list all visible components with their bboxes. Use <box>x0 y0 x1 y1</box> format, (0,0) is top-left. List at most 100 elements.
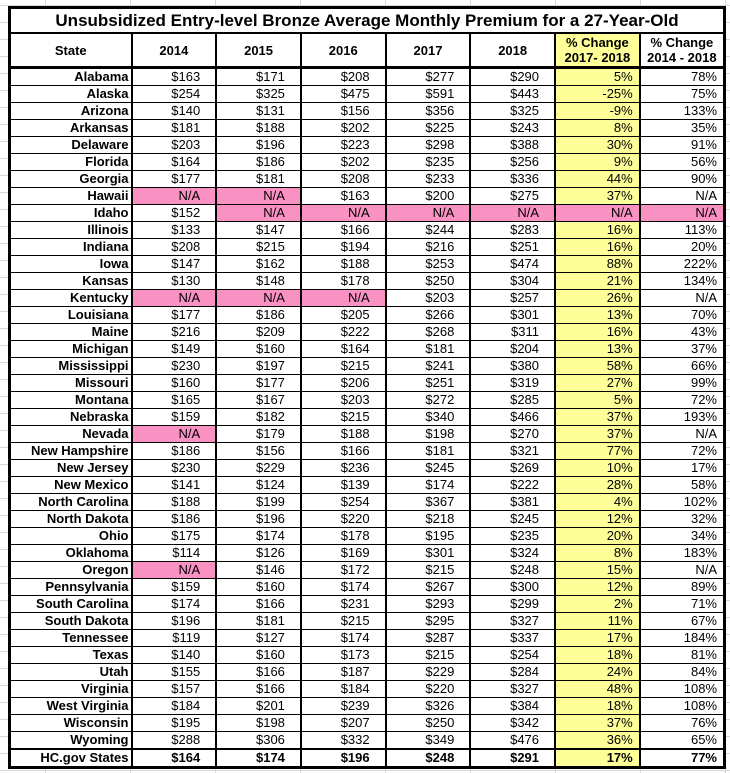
row-alabama: Alabama $163 $171 $208 $277 $290 5% 78% <box>8 67 726 86</box>
y2015-cell: $196 <box>215 510 302 528</box>
y2016-cell: $222 <box>299 323 387 341</box>
chg-2017-2018-cell: 12% <box>554 510 641 528</box>
y2017-cell: $200 <box>384 187 472 205</box>
y2018-cell: $304 <box>469 272 557 290</box>
chg-2014-2018-cell: 70% <box>638 306 726 324</box>
y2018-cell: $270 <box>469 425 557 443</box>
y2018-cell: $285 <box>469 391 557 409</box>
row-wisconsin: Wisconsin $195 $198 $207 $250 $342 37% 76% <box>8 714 726 732</box>
row-north-carolina: North Carolina $188 $199 $254 $367 $381 4% 102% <box>8 493 726 511</box>
y2016-cell: $178 <box>299 527 387 545</box>
y2016-cell: N/A <box>299 204 387 222</box>
y2017-cell: $218 <box>384 510 472 528</box>
state-cell: Texas <box>8 646 133 664</box>
row-kentucky: Kentucky N/A N/A N/A $203 $257 26% N/A <box>8 289 726 307</box>
row-new-hampshire: New Hampshire $186 $156 $166 $181 $321 77% 72% <box>8 442 726 460</box>
y2017-cell: $298 <box>384 136 472 154</box>
state-cell: Oklahoma <box>8 544 133 562</box>
chg-2014-2018-cell: 66% <box>638 357 726 375</box>
y2016-cell: $178 <box>299 272 387 290</box>
y2016-cell: $188 <box>299 425 387 443</box>
y2018-cell: $243 <box>469 119 557 137</box>
chg-2014-2018-cell: 34% <box>638 527 726 545</box>
chg-2017-2018-cell: 9% <box>554 153 641 171</box>
state-cell: Arizona <box>8 102 133 120</box>
y2016-cell: $203 <box>299 391 387 409</box>
state-cell: North Carolina <box>8 493 133 511</box>
y2015-cell: $179 <box>215 425 302 443</box>
chg-2014-2018-cell: 184% <box>638 629 726 647</box>
y2016-cell: $187 <box>299 663 387 681</box>
chg-2017-2018-cell: 5% <box>554 391 641 409</box>
col-header-y2014: 2014 <box>130 32 218 69</box>
y2018-cell: $300 <box>469 578 557 596</box>
y2018-cell: $327 <box>469 612 557 630</box>
y2017-cell: $248 <box>384 748 472 768</box>
state-cell: New Hampshire <box>8 442 133 460</box>
y2015-cell: $181 <box>215 612 302 630</box>
row-virginia: Virginia $157 $166 $184 $220 $327 48% 108% <box>8 680 726 698</box>
chg-2017-2018-cell: 8% <box>554 544 641 562</box>
y2014-cell: $119 <box>130 629 218 647</box>
y2016-cell: $254 <box>299 493 387 511</box>
y2017-cell: $215 <box>384 561 472 579</box>
state-cell: Wisconsin <box>8 714 133 732</box>
state-cell: HC.gov States <box>8 748 133 768</box>
y2018-cell: $299 <box>469 595 557 613</box>
state-cell: Idaho <box>8 204 133 222</box>
chg-2014-2018-cell: 183% <box>638 544 726 562</box>
state-cell: Kansas <box>8 272 133 290</box>
row-north-dakota: North Dakota $186 $196 $220 $218 $245 12% 32% <box>8 510 726 528</box>
chg-2017-2018-cell: 37% <box>554 408 641 426</box>
chg-2014-2018-cell: 133% <box>638 102 726 120</box>
row-iowa: Iowa $147 $162 $188 $253 $474 88% 222% <box>8 255 726 273</box>
state-cell: Arkansas <box>8 119 133 137</box>
chg-2017-2018-cell: -25% <box>554 85 641 103</box>
y2015-cell: $181 <box>215 170 302 188</box>
row-new-mexico: New Mexico $141 $124 $139 $174 $222 28% 58% <box>8 476 726 494</box>
chg-2017-2018-cell: 88% <box>554 255 641 273</box>
chg-2014-2018-cell: 108% <box>638 697 726 715</box>
y2014-cell: $140 <box>130 102 218 120</box>
row-wyoming: Wyoming $288 $306 $332 $349 $476 36% 65% <box>8 731 726 750</box>
y2018-cell: $325 <box>469 102 557 120</box>
y2015-cell: $199 <box>215 493 302 511</box>
row-michigan: Michigan $149 $160 $164 $181 $204 13% 37% <box>8 340 726 358</box>
state-cell: Illinois <box>8 221 133 239</box>
y2016-cell: $223 <box>299 136 387 154</box>
y2014-cell: $133 <box>130 221 218 239</box>
y2014-cell: $254 <box>130 85 218 103</box>
state-cell: Hawaii <box>8 187 133 205</box>
y2018-cell: $380 <box>469 357 557 375</box>
y2015-cell: $160 <box>215 578 302 596</box>
header-row: State 2014 2015 2016 2017 2018% Change 2017- 2… <box>8 32 726 69</box>
y2016-cell: $207 <box>299 714 387 732</box>
state-cell: South Dakota <box>8 612 133 630</box>
y2014-cell: $114 <box>130 544 218 562</box>
y2017-cell: $287 <box>384 629 472 647</box>
y2017-cell: $250 <box>384 272 472 290</box>
y2015-cell: $197 <box>215 357 302 375</box>
y2016-cell: $184 <box>299 680 387 698</box>
y2015-cell: $148 <box>215 272 302 290</box>
row-arizona: Arizona $140 $131 $156 $356 $325 -9% 133% <box>8 102 726 120</box>
row-kansas: Kansas $130 $148 $178 $250 $304 21% 134% <box>8 272 726 290</box>
state-cell: Iowa <box>8 255 133 273</box>
state-cell: Ohio <box>8 527 133 545</box>
chg-2014-2018-cell: 134% <box>638 272 726 290</box>
chg-2017-2018-cell: 18% <box>554 646 641 664</box>
y2017-cell: $367 <box>384 493 472 511</box>
state-cell: Wyoming <box>8 731 133 750</box>
y2015-cell: $306 <box>215 731 302 750</box>
chg-2017-2018-cell: 44% <box>554 170 641 188</box>
y2015-cell: $186 <box>215 153 302 171</box>
state-cell: Kentucky <box>8 289 133 307</box>
y2015-cell: $215 <box>215 238 302 256</box>
chg-2014-2018-cell: 43% <box>638 323 726 341</box>
state-cell: Nevada <box>8 425 133 443</box>
chg-2014-2018-cell: 84% <box>638 663 726 681</box>
y2018-cell: $204 <box>469 340 557 358</box>
y2016-cell: $156 <box>299 102 387 120</box>
row-oregon: Oregon N/A $146 $172 $215 $248 15% N/A <box>8 561 726 579</box>
y2017-cell: $235 <box>384 153 472 171</box>
